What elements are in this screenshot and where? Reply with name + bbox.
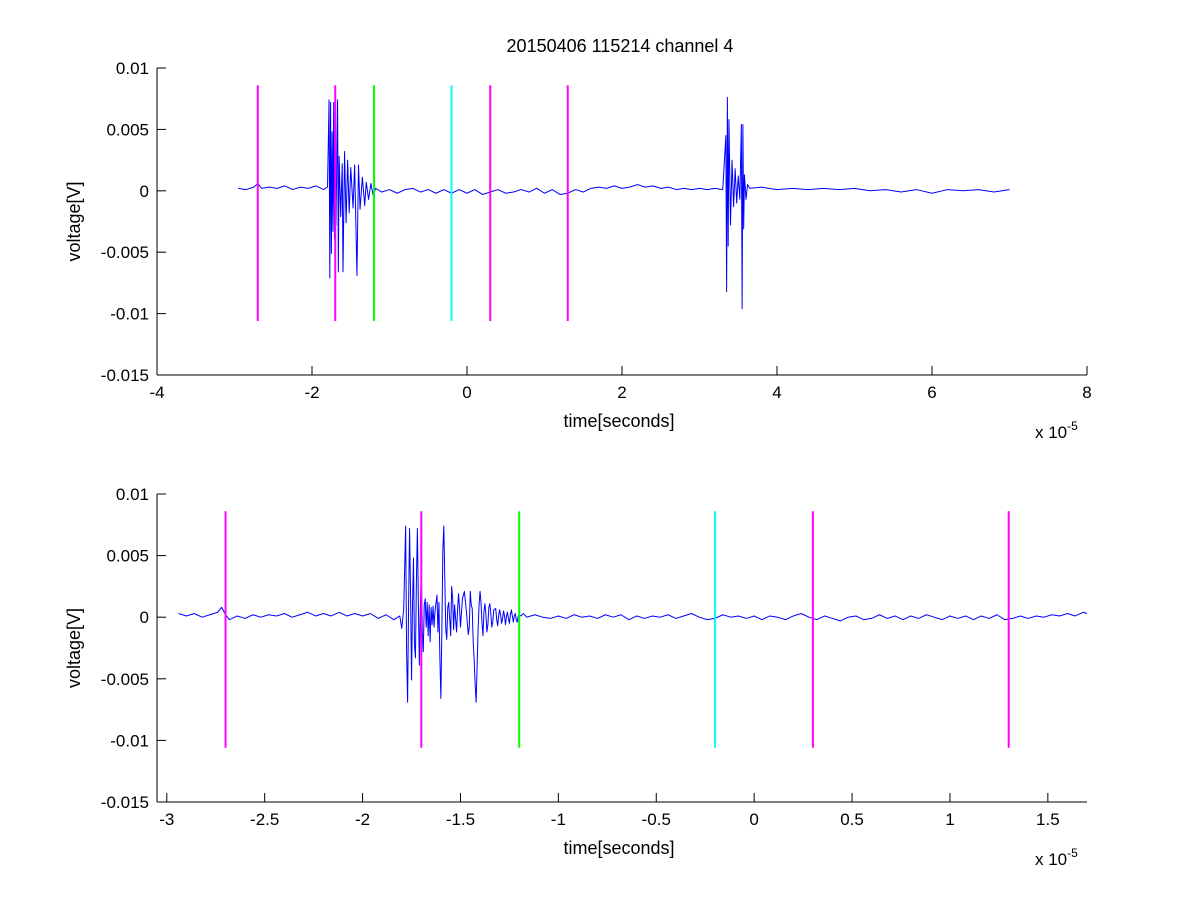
x-tick-label: 2 [617, 383, 626, 402]
voltage-trace-line [178, 525, 1088, 703]
x-tick-label: 1 [945, 810, 954, 829]
y-tick-label: -0.005 [101, 670, 149, 689]
x-tick-label: -1.5 [446, 810, 475, 829]
top-axes: -4 -2 0 2 4 6 8 0.01 0.005 0 -0.005 -0.01 -0.015 time… [64, 59, 1092, 442]
x-axis-exponent-label: x 10-5 [1035, 419, 1078, 442]
x-axis-exponent-label: x 10-5 [1035, 846, 1078, 869]
x-tick-label: -2 [304, 383, 319, 402]
figure-title: 20150406 115214 channel 4 [507, 36, 734, 56]
x-tick-label: -0.5 [642, 810, 671, 829]
x-axis-exponent-base: x 10 [1035, 423, 1067, 442]
y-tick-label: 0.005 [106, 547, 149, 566]
y-tick-label: 0.01 [116, 59, 149, 78]
x-tick-label: -2 [355, 810, 370, 829]
bottom-axes: -3 -2.5 -2 -1.5 -1 -0.5 0 0.5 1 1.5 0.01 0.005 0 -0.0… [64, 485, 1088, 869]
x-tick-label: 0.5 [840, 810, 864, 829]
y-axis-label: voltage[V] [64, 181, 84, 261]
x-tick-label: -2.5 [250, 810, 279, 829]
y-tick-label: -0.015 [101, 366, 149, 385]
x-tick-label: 6 [927, 383, 936, 402]
y-tick-label: 0 [140, 182, 149, 201]
x-axis-label: time[seconds] [563, 411, 674, 431]
y-tick-label: 0.005 [106, 120, 149, 139]
x-tick-label: 1.5 [1036, 810, 1060, 829]
x-tick-label: 8 [1082, 383, 1091, 402]
y-tick-label: -0.015 [101, 793, 149, 812]
x-tick-label: 4 [772, 383, 781, 402]
y-tick-label: 0.01 [116, 485, 149, 504]
y-axis-label: voltage[V] [64, 608, 84, 688]
x-tick-label: -1 [551, 810, 566, 829]
x-axis-exponent-power: -5 [1067, 846, 1078, 860]
x-tick-label: 0 [749, 810, 758, 829]
y-tick-label: -0.01 [110, 731, 149, 750]
x-tick-label: 0 [462, 383, 471, 402]
x-axis-exponent-power: -5 [1067, 419, 1078, 433]
y-tick-label: -0.005 [101, 243, 149, 262]
y-tick-label: 0 [140, 608, 149, 627]
x-tick-label: -3 [159, 810, 174, 829]
x-axis-exponent-base: x 10 [1035, 850, 1067, 869]
y-tick-label: -0.01 [110, 305, 149, 324]
x-tick-label: -4 [149, 383, 164, 402]
x-axis-label: time[seconds] [563, 838, 674, 858]
